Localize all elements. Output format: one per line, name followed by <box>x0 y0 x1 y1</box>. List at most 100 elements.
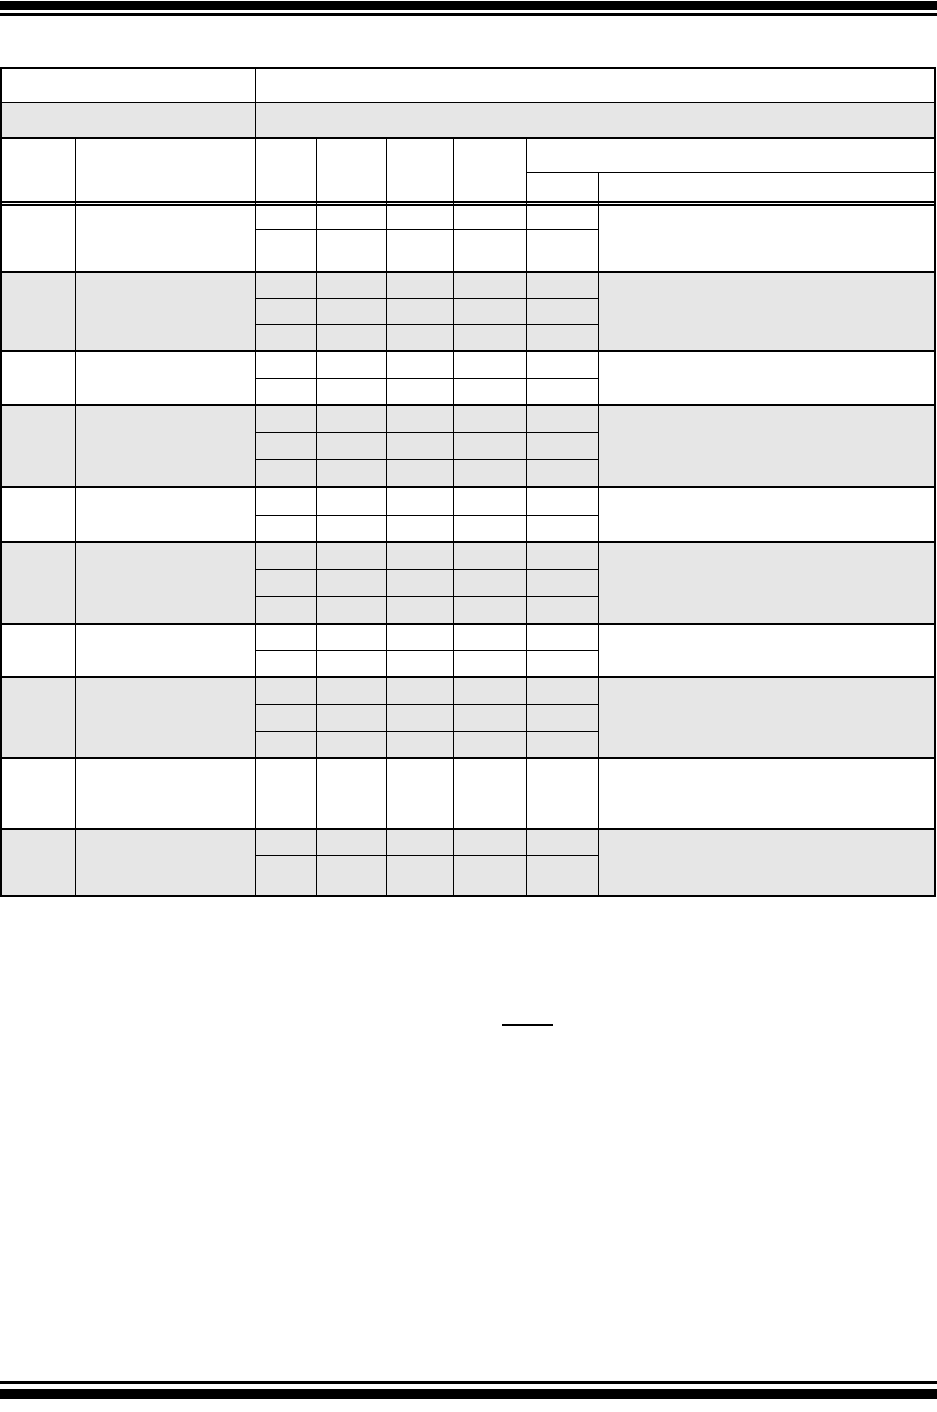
sub-row-cell <box>453 854 527 897</box>
sub-row-cell <box>255 676 318 705</box>
sub-row-cell <box>386 730 455 759</box>
sub-row-cell <box>453 649 527 678</box>
sub-row-cell <box>255 404 318 433</box>
sub-row-cell <box>255 204 318 230</box>
divider-cell <box>0 201 76 206</box>
page-bottom-rule-thin <box>0 1381 937 1384</box>
sub-row-cell <box>255 854 318 897</box>
sub-row-cell <box>453 757 527 830</box>
sub-row-cell <box>386 854 455 897</box>
row-group-cell <box>74 541 257 625</box>
row-group-cell <box>0 828 76 897</box>
empty-form-table <box>0 67 936 897</box>
sub-row-cell <box>386 541 455 570</box>
sub-row-cell <box>525 297 599 325</box>
row-group-cell <box>0 757 76 830</box>
row-group-cell <box>74 350 257 406</box>
row-group-cell <box>597 757 936 830</box>
page-top-rule-thin <box>0 13 937 16</box>
sub-row-cell <box>453 377 527 406</box>
sub-row-cell <box>316 649 388 678</box>
row-group-cell <box>597 828 936 897</box>
sub-row-cell <box>525 404 599 433</box>
row-group-cell <box>597 350 936 406</box>
sub-row-cell <box>255 431 318 460</box>
sub-row-cell <box>255 541 318 570</box>
sub-row-cell <box>453 730 527 759</box>
row-group-cell <box>74 204 257 273</box>
sub-row-cell <box>525 323 599 352</box>
sub-row-cell <box>316 377 388 406</box>
sub-row-cell <box>386 323 455 352</box>
sub-row-cell <box>316 323 388 352</box>
sub-row-cell <box>453 676 527 705</box>
sub-row-cell <box>525 649 599 678</box>
row-group-cell <box>74 757 257 830</box>
sub-row-cell <box>525 595 599 625</box>
sub-row-cell <box>453 297 527 325</box>
sub-row-cell <box>316 271 388 299</box>
divider-cell <box>386 201 455 206</box>
sub-row-cell <box>316 703 388 732</box>
sub-row-cell <box>453 350 527 379</box>
sub-row-cell <box>453 568 527 597</box>
sub-row-cell <box>525 228 599 273</box>
row-group-cell <box>0 350 76 406</box>
sub-row-cell <box>525 377 599 406</box>
row-group-cell <box>74 271 257 352</box>
row-group-cell <box>0 676 76 759</box>
sub-row-cell <box>255 486 318 516</box>
sub-row-cell <box>386 703 455 732</box>
row-group-cell <box>597 404 936 488</box>
sub-row-cell <box>525 703 599 732</box>
sub-row-cell <box>525 350 599 379</box>
row-group-cell <box>597 486 936 543</box>
sub-row-cell <box>386 486 455 516</box>
sub-row-cell <box>255 458 318 488</box>
sub-row-cell <box>386 623 455 651</box>
underline-rule-segment <box>502 1024 553 1026</box>
sub-row-cell <box>386 828 455 856</box>
sub-row-cell <box>386 568 455 597</box>
sub-row-cell <box>255 271 318 299</box>
header-right-cell <box>255 67 936 103</box>
sub-row-cell <box>525 676 599 705</box>
sub-row-cell <box>525 486 599 516</box>
row-group-cell <box>74 623 257 678</box>
sub-row-cell <box>525 204 599 230</box>
sub-row-cell <box>316 458 388 488</box>
header-right-cell <box>255 101 936 139</box>
row-group-cell <box>74 404 257 488</box>
divider-cell <box>525 201 599 206</box>
sub-row-cell <box>386 649 455 678</box>
sub-row-cell <box>386 757 455 830</box>
sub-row-cell <box>525 431 599 460</box>
sub-row-cell <box>386 676 455 705</box>
sub-row-cell <box>525 568 599 597</box>
header-column-cell <box>453 137 527 203</box>
sub-row-cell <box>453 703 527 732</box>
header-sub-cell <box>525 171 599 203</box>
header-left-cell <box>0 101 257 139</box>
sub-row-cell <box>255 568 318 597</box>
sub-row-cell <box>525 514 599 543</box>
sub-row-cell <box>453 271 527 299</box>
sub-row-cell <box>316 204 388 230</box>
sub-row-cell <box>386 595 455 625</box>
sub-row-cell <box>386 271 455 299</box>
sub-row-cell <box>316 828 388 856</box>
sub-row-cell <box>255 703 318 732</box>
row-group-cell <box>74 828 257 897</box>
sub-row-cell <box>255 730 318 759</box>
sub-row-cell <box>453 486 527 516</box>
sub-row-cell <box>386 204 455 230</box>
row-group-cell <box>0 204 76 273</box>
row-group-cell <box>0 541 76 625</box>
sub-row-cell <box>453 431 527 460</box>
row-group-cell <box>597 623 936 678</box>
sub-row-cell <box>525 458 599 488</box>
sub-row-cell <box>316 431 388 460</box>
sub-row-cell <box>316 854 388 897</box>
sub-row-cell <box>316 568 388 597</box>
